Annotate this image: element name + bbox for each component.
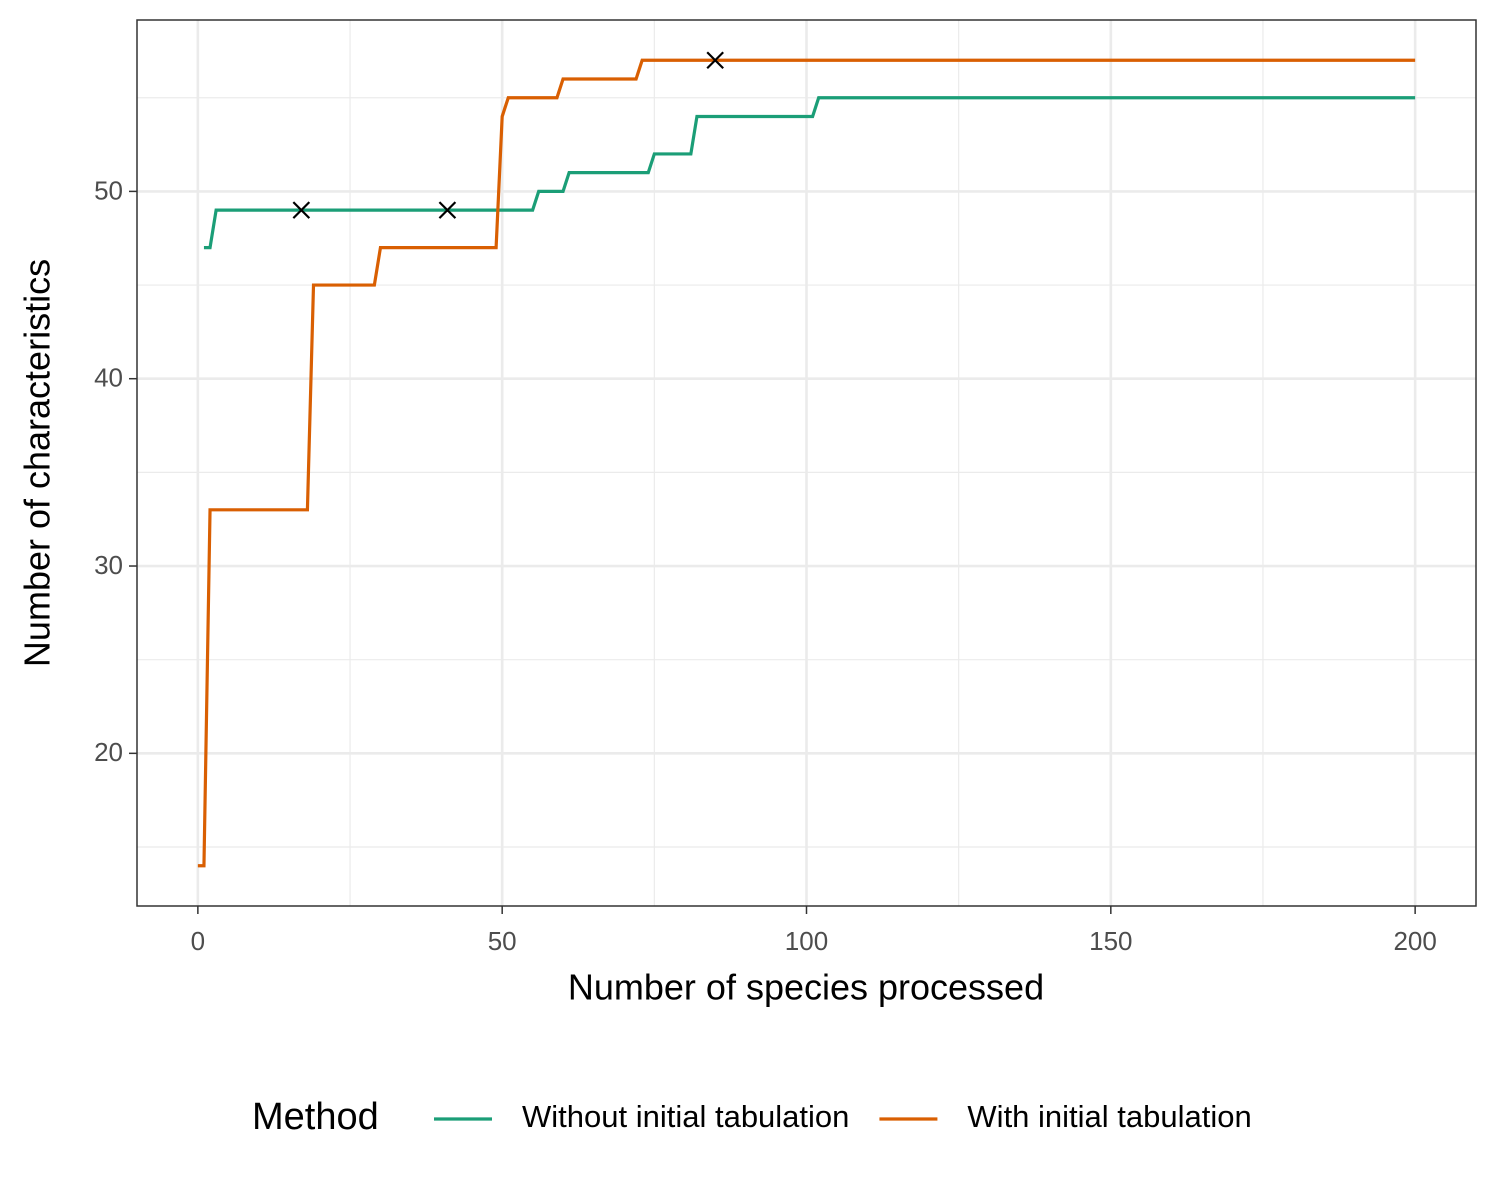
- axes: 0 50 100 150 200 20 30 40 50: [94, 175, 1437, 956]
- y-tick-label: 30: [94, 550, 123, 580]
- legend: Method Without initial tabulation With in…: [252, 1096, 1252, 1138]
- legend-title: Method: [252, 1096, 379, 1138]
- y-tick-label: 20: [94, 737, 123, 767]
- legend-label: With initial tabulation: [967, 1099, 1251, 1134]
- x-axis-title: Number of species processed: [568, 967, 1044, 1008]
- x-tick-label: 150: [1089, 926, 1132, 956]
- x-tick-label: 100: [785, 926, 828, 956]
- y-tick-label: 50: [94, 175, 123, 205]
- series-line: [197, 58, 1416, 868]
- series-line: [203, 96, 1416, 250]
- y-axis-title: Number of characteristics: [17, 259, 58, 667]
- legend-label: Without initial tabulation: [522, 1099, 849, 1134]
- x-tick-label: 0: [191, 926, 205, 956]
- x-tick-label: 200: [1393, 926, 1436, 956]
- y-tick-label: 40: [94, 363, 123, 393]
- grid: [137, 20, 1476, 906]
- marker: [438, 201, 457, 219]
- plot-area: [197, 51, 1416, 868]
- x-tick-label: 50: [488, 926, 517, 956]
- marker: [706, 51, 724, 70]
- marker: [292, 201, 311, 219]
